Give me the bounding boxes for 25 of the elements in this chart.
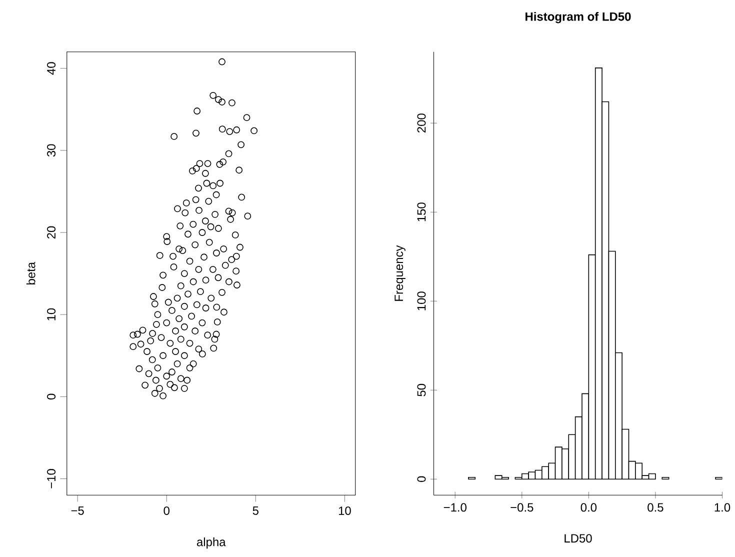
y-tick-label: 50 xyxy=(417,384,426,396)
x-tick-label: −5 xyxy=(71,506,84,515)
chart-title: Histogram of LD50 xyxy=(526,12,631,24)
y-tick-label: 200 xyxy=(417,114,426,132)
y-tick-label: 0 xyxy=(47,394,56,400)
y-axis-title: Frequency xyxy=(394,245,406,301)
x-tick-label: 10 xyxy=(338,506,351,515)
y-tick-label: 30 xyxy=(47,144,56,157)
y-tick-label: 0 xyxy=(417,476,426,482)
x-tick-label: 5 xyxy=(252,506,258,515)
y-tick-label: 20 xyxy=(47,226,56,239)
x-tick-label: 1.0 xyxy=(714,503,730,512)
x-tick-label: −1.0 xyxy=(444,503,466,512)
x-tick-label: 0.5 xyxy=(648,503,664,512)
x-tick-label: 0.0 xyxy=(580,503,597,512)
y-axis-title: beta xyxy=(26,262,36,284)
y-tick-label: 150 xyxy=(417,202,426,222)
y-tick-label: −10 xyxy=(47,469,56,488)
x-tick-label: −0.5 xyxy=(510,503,534,512)
x-axis-title: alpha xyxy=(196,537,226,549)
x-tick-label: 0 xyxy=(164,506,170,515)
y-tick-label: 100 xyxy=(417,292,426,310)
y-tick-label: 40 xyxy=(47,62,56,75)
x-axis-title: LD50 xyxy=(564,534,592,543)
y-tick-label: 10 xyxy=(47,308,56,320)
